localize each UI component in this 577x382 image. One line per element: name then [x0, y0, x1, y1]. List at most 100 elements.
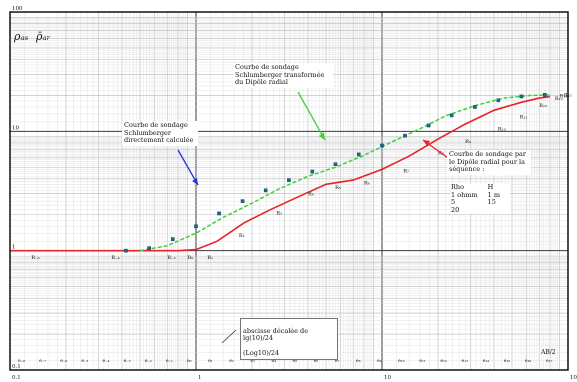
series-point-blue — [333, 162, 338, 167]
series-point-blue — [542, 93, 547, 97]
series-point-blue — [217, 211, 221, 216]
bottom-tick-label: e₁₁ — [419, 359, 426, 364]
bottom-tick-label: e₋₁ — [166, 359, 173, 364]
series-point-blue — [496, 98, 501, 103]
series-point-blue — [147, 246, 151, 250]
sequence-cell: 1 m — [487, 190, 501, 199]
bottom-tick-label: e₃ — [250, 359, 255, 364]
x-tick-label: 10 — [384, 375, 391, 381]
series-line-red — [10, 95, 551, 252]
sequence-cell: 1 ohmm — [451, 190, 478, 199]
bottom-tick-label: e₋₂ — [145, 359, 152, 364]
point-label-r: R₂ — [239, 233, 245, 239]
bottom-tick-label: e₁₄ — [483, 359, 490, 364]
sequence-cell — [488, 207, 510, 215]
series-point-blue — [170, 237, 175, 241]
bottom-tick-label: e₂ — [229, 359, 234, 364]
arrow-shift — [221, 329, 237, 344]
x-tick-label: 100 — [570, 375, 577, 381]
bottom-tick-label: e₈ — [356, 359, 361, 364]
y-axis-label-rho-ar: ρ̄ₐᵣ — [36, 30, 51, 43]
series-point-blue — [194, 224, 198, 229]
bottom-tick-label: e₆ — [314, 359, 319, 364]
point-label-r: R₁₃ — [555, 96, 563, 102]
series-point-blue — [426, 123, 431, 128]
plot-border — [9, 11, 569, 371]
bottom-tick-label: e₋₇ — [39, 359, 46, 364]
point-label-r: R₋₂ — [167, 255, 175, 261]
point-label-r: R₋₄ — [111, 255, 119, 261]
series-point-blue — [263, 188, 268, 193]
bottom-tick-label: e₁₀ — [398, 359, 405, 364]
bottom-tick-label: e₁ — [208, 359, 213, 364]
arrows-layer — [177, 91, 449, 344]
point-label-r: R₉ — [465, 139, 471, 145]
series-point-blue — [356, 152, 361, 157]
series-point-blue — [519, 94, 524, 99]
point-label-r: R₋₆ — [31, 255, 39, 261]
sequence-header-rho: Rho — [451, 183, 464, 191]
point-labels-layer: R₋₆R₋₄R₋₂R₀R₁R₂R₃R₄R₅R₆R₇R₈R₉R₁₀R₁₁R₁₂R₁… — [31, 92, 571, 261]
y-tick-label: 0.1 — [12, 364, 21, 370]
series-layer — [10, 93, 551, 253]
bottom-tick-label: e₁₅ — [504, 359, 511, 364]
arrow-direct-head — [192, 178, 198, 185]
series-point-blue — [287, 178, 291, 182]
series-point-blue — [310, 169, 315, 174]
series-point-blue — [380, 143, 384, 148]
annotation-shift-line1: abscisse décalée de lg(10)/24 — [243, 326, 309, 342]
bottom-tick-label: e₋₄ — [102, 359, 109, 364]
arrow-transformed — [297, 91, 326, 141]
sequence-cell: 15 — [487, 198, 496, 206]
annotation-direct: Courbe de sondage Schlumberger directeme… — [122, 121, 198, 146]
x-tick-label: 1 — [198, 375, 202, 381]
annotation-shift-line2: (Log10)/24 — [243, 349, 280, 357]
point-label-r: R₃ — [276, 211, 282, 217]
bottom-tick-label: e₀ — [187, 359, 192, 364]
y-tick-label: 100 — [12, 6, 23, 12]
point-label-r: R₆ — [364, 180, 370, 186]
sequence-table: Rho H 1 ohmm 1 m 5 15 20 — [451, 183, 511, 215]
annotation-transformed: Courbe de sondage Schlumberger transform… — [233, 63, 333, 88]
bottom-tick-label: e₋₆ — [60, 359, 67, 364]
y-axis-label-rho-as: ρₐₛ — [14, 30, 29, 43]
bottom-tick-label: e₁₆ — [525, 359, 532, 364]
series-line-green — [139, 94, 551, 252]
bottom-tick-label: e₋₈ — [18, 359, 25, 364]
point-label-r: R₄ — [308, 191, 314, 197]
x-axis-label-ab2: AB/2 — [541, 349, 556, 356]
bottom-tick-label: e₋₅ — [81, 359, 88, 364]
point-label-r: R₁₁ — [520, 115, 528, 121]
bottom-tick-label: e₋₃ — [124, 359, 131, 364]
bottom-ticks-layer: e₋₈ e₋₇ e₋₆ e₋₅ e₋₄ e₋₃ e₋₂ e₋₁ e₀ e₁ e₂ e₃ e₄ e₅ e₆ e₇… — [18, 359, 553, 364]
y-tick-label: 1 — [12, 245, 16, 251]
point-label-r: R₁ — [207, 255, 213, 261]
series-point-blue — [449, 113, 454, 118]
sequence-header-h: H — [487, 183, 494, 191]
bottom-tick-label: e₁₇ — [546, 359, 553, 364]
point-label-r: R₀ — [187, 255, 193, 261]
series-point-blue — [240, 199, 245, 203]
annotation-dipole: Courbe de sondage par le Dipôle radial p… — [447, 150, 531, 175]
annotation-shift: abscisse décalée de lg(10)/24 (Log10)/24 — [240, 318, 338, 360]
arrow-transformed-head — [319, 132, 325, 140]
bottom-tick-label: e₉ — [377, 359, 382, 364]
bottom-tick-label: e₇ — [335, 359, 340, 364]
bottom-tick-label: e₁₂ — [440, 359, 447, 364]
arrow-dipole-head — [423, 140, 430, 146]
series-point-blue — [403, 133, 407, 138]
x-tick-label: 0.1 — [12, 375, 21, 381]
series-point-blue — [124, 248, 128, 253]
point-label-r: R₁₄ — [559, 94, 567, 100]
bottom-tick-label: e₄ — [271, 359, 276, 364]
sequence-cell: 5 — [451, 198, 456, 206]
point-label-r: R₅ — [335, 185, 341, 191]
point-label-r: R₁₀ — [498, 126, 506, 132]
sequence-cell: 20 — [451, 205, 460, 214]
arrow-direct — [177, 149, 199, 186]
point-label-r: R₇ — [403, 169, 409, 175]
series-point-blue — [473, 105, 477, 109]
y-tick-label: 10 — [12, 125, 19, 131]
point-label-r: R₁₂ — [539, 103, 547, 109]
